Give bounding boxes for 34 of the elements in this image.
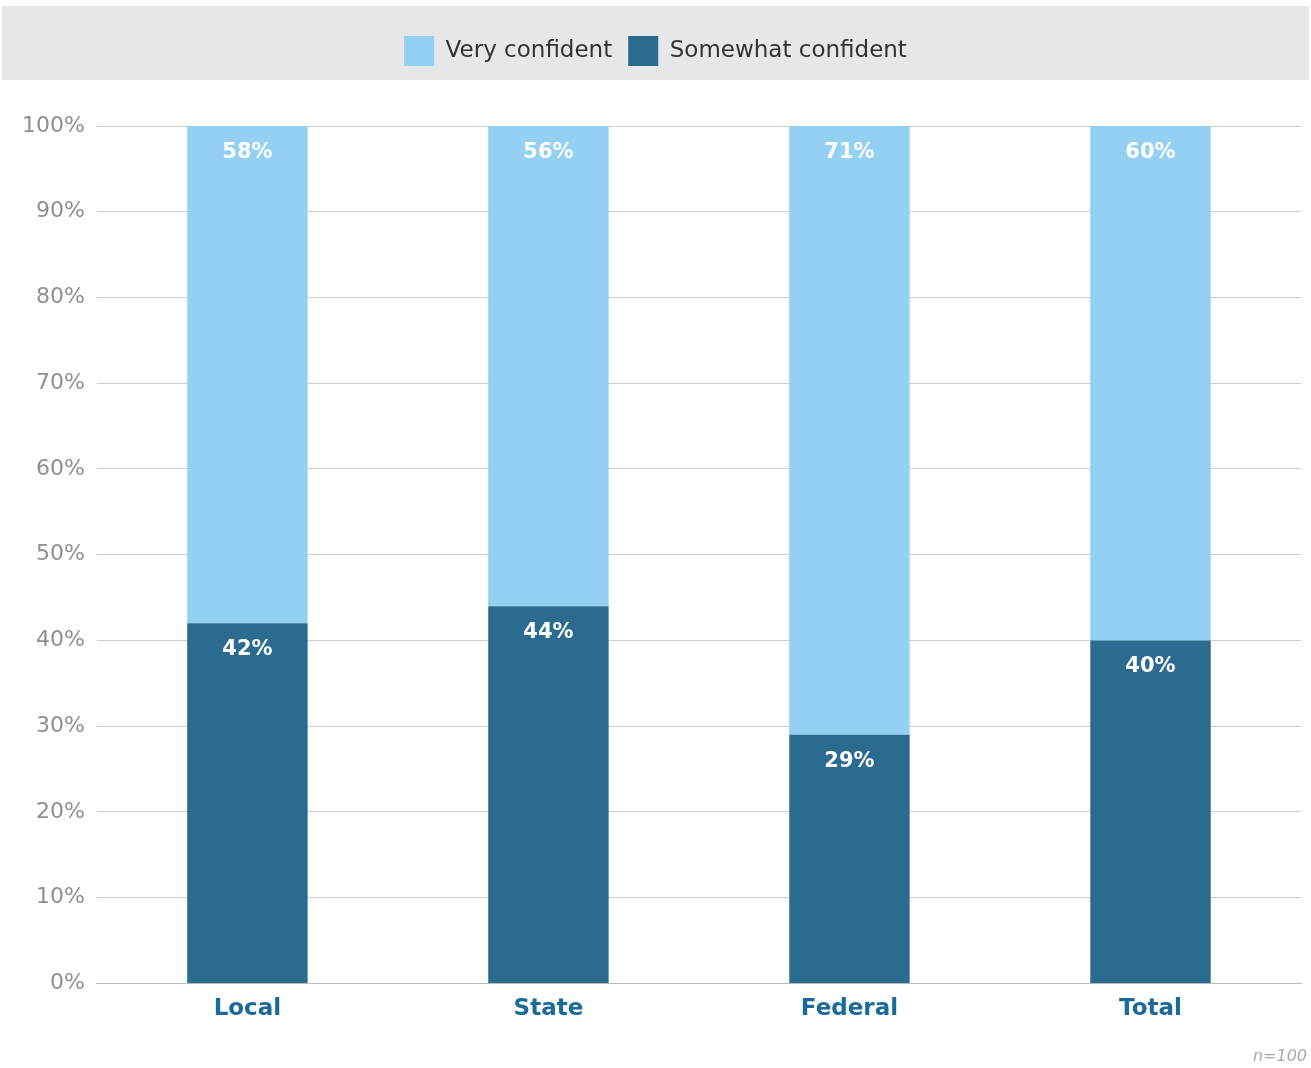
legend-label: Very confident xyxy=(445,35,613,62)
y-tick-label: 20% xyxy=(35,797,85,823)
y-tick-label: 60% xyxy=(35,454,85,480)
y-tick-label: 80% xyxy=(35,283,85,309)
y-tick-label: 100% xyxy=(21,111,85,137)
bar xyxy=(187,126,308,624)
data-label: 29% xyxy=(824,747,875,772)
x-tick-label: State xyxy=(513,994,584,1021)
y-tick-label: 0% xyxy=(49,969,85,995)
bar xyxy=(488,606,609,983)
data-label: 42% xyxy=(222,636,273,661)
y-tick-label: 30% xyxy=(35,711,85,737)
data-label: 40% xyxy=(1125,653,1176,678)
y-tick-label: 40% xyxy=(35,626,85,652)
bar xyxy=(488,126,609,607)
y-tick-label: 50% xyxy=(35,540,85,566)
data-label: 44% xyxy=(523,619,574,644)
x-tick-label: Total xyxy=(1119,994,1182,1021)
bar xyxy=(789,734,910,983)
data-label: 60% xyxy=(1125,138,1176,163)
x-tick-label: Federal xyxy=(800,994,899,1021)
legend-label: Somewhat confident xyxy=(669,35,907,62)
x-tick-label: Local xyxy=(213,994,282,1021)
y-tick-label: 10% xyxy=(35,883,85,909)
bar xyxy=(187,623,308,983)
y-tick-label: 70% xyxy=(35,368,85,394)
data-label: 56% xyxy=(523,138,574,163)
bar xyxy=(1090,126,1211,641)
y-tick-label: 90% xyxy=(35,197,85,223)
text: n=100 xyxy=(1252,1046,1307,1065)
bar xyxy=(1090,640,1211,983)
bar xyxy=(789,126,910,735)
data-label: 58% xyxy=(222,138,273,163)
data-label: 71% xyxy=(824,138,875,163)
